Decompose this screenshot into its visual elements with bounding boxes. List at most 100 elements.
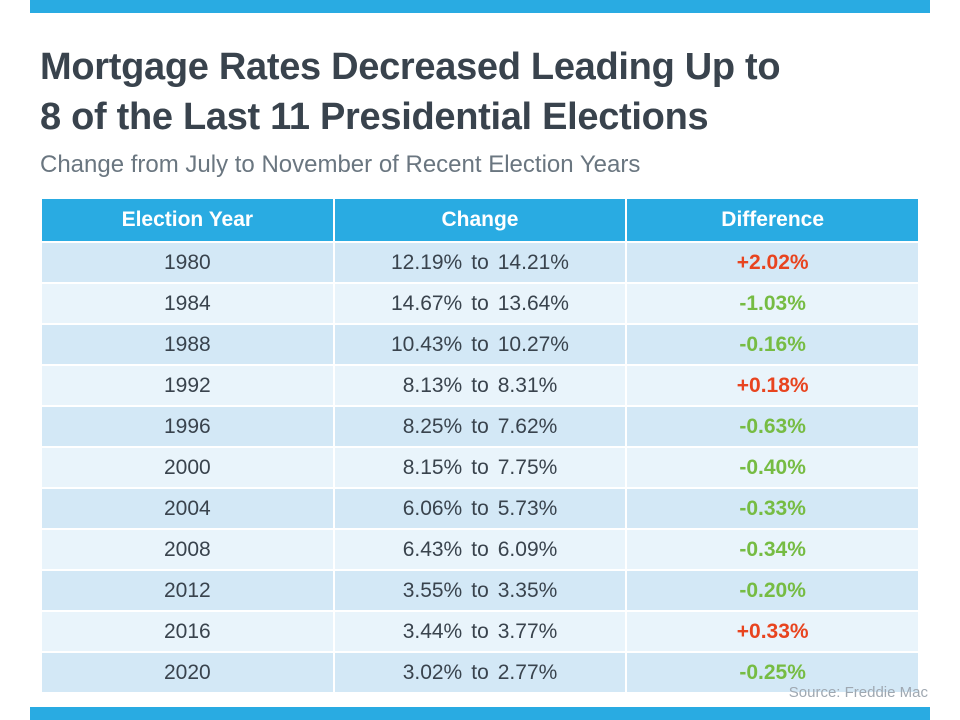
change-cell: 3.44% to 3.77%	[332, 610, 628, 654]
year-cell: 2000	[40, 446, 335, 490]
change-wrap: 3.55% to 3.35%	[341, 579, 620, 603]
change-to-word: to	[471, 332, 489, 356]
diff-cell: -1.03%	[625, 282, 920, 326]
top-accent-bar	[30, 0, 930, 13]
change-to-value: 6.09%	[497, 537, 558, 561]
change-wrap: 8.13% to 8.31%	[341, 374, 620, 398]
page-title: Mortgage Rates Decreased Leading Up to 8…	[40, 42, 920, 142]
change-to-word: to	[471, 455, 489, 479]
change-wrap: 8.15% to 7.75%	[341, 456, 620, 480]
change-cell: 14.67% to 13.64%	[332, 282, 628, 326]
year-cell: 1988	[40, 323, 335, 367]
change-wrap: 6.06% to 5.73%	[341, 497, 620, 521]
change-to-value: 5.73%	[497, 496, 558, 520]
diff-cell: +0.33%	[625, 610, 920, 654]
change-cell: 8.25% to 7.62%	[332, 405, 628, 449]
change-from-value: 14.67%	[391, 291, 463, 315]
change-to-word: to	[471, 373, 489, 397]
year-cell: 2016	[40, 610, 335, 654]
table-row: 1996 8.25% to 7.62% -0.63%	[40, 405, 920, 449]
diff-cell: +2.02%	[625, 241, 920, 285]
change-to-value: 2.77%	[497, 660, 558, 684]
change-to-word: to	[471, 291, 489, 315]
change-to-value: 14.21%	[497, 250, 569, 274]
change-wrap: 8.25% to 7.62%	[341, 415, 620, 439]
rates-table: Election Year Change Difference 1980 12.…	[40, 197, 920, 695]
change-from-value: 8.13%	[402, 373, 463, 397]
table-row: 1988 10.43% to 10.27% -0.16%	[40, 323, 920, 367]
diff-cell: -0.25%	[625, 651, 920, 695]
change-from-value: 6.06%	[402, 496, 463, 520]
page-title-line-1: Mortgage Rates Decreased Leading Up to	[40, 46, 781, 88]
change-cell: 8.15% to 7.75%	[332, 446, 628, 490]
change-to-value: 3.35%	[497, 578, 558, 602]
diff-cell: -0.63%	[625, 405, 920, 449]
change-from-value: 6.43%	[402, 537, 463, 561]
change-to-word: to	[471, 250, 489, 274]
table-row: 2008 6.43% to 6.09% -0.34%	[40, 528, 920, 572]
table-header-row: Election Year Change Difference	[40, 197, 920, 244]
change-from-value: 8.25%	[402, 414, 463, 438]
change-cell: 8.13% to 8.31%	[332, 364, 628, 408]
change-cell: 12.19% to 14.21%	[332, 241, 628, 285]
year-cell: 1996	[40, 405, 335, 449]
table-row: 1992 8.13% to 8.31% +0.18%	[40, 364, 920, 408]
diff-cell: -0.34%	[625, 528, 920, 572]
year-cell: 2012	[40, 569, 335, 613]
change-to-word: to	[471, 619, 489, 643]
table-header: Election Year Change Difference	[40, 197, 920, 244]
diff-cell: -0.20%	[625, 569, 920, 613]
table-row: 1980 12.19% to 14.21% +2.02%	[40, 241, 920, 285]
diff-cell: -0.40%	[625, 446, 920, 490]
page-title-line-2: 8 of the Last 11 Presidential Elections	[40, 96, 709, 139]
change-cell: 3.02% to 2.77%	[332, 651, 628, 695]
change-to-value: 7.75%	[497, 455, 558, 479]
diff-cell: -0.16%	[625, 323, 920, 367]
bottom-accent-bar	[30, 707, 930, 720]
diff-cell: -0.33%	[625, 487, 920, 531]
source-credit: Source: Freddie Mac	[788, 684, 928, 701]
table-row: 2004 6.06% to 5.73% -0.33%	[40, 487, 920, 531]
change-from-value: 3.55%	[402, 578, 463, 602]
change-to-word: to	[471, 660, 489, 684]
change-from-value: 10.43%	[391, 332, 463, 356]
year-cell: 2020	[40, 651, 335, 695]
change-to-value: 10.27%	[497, 332, 569, 356]
table-row: 1984 14.67% to 13.64% -1.03%	[40, 282, 920, 326]
change-from-value: 8.15%	[402, 455, 463, 479]
change-from-value: 12.19%	[391, 250, 463, 274]
change-to-word: to	[471, 496, 489, 520]
change-to-word: to	[471, 537, 489, 561]
table-row: 2020 3.02% to 2.77% -0.25%	[40, 651, 920, 695]
subtitle: Change from July to November of Recent E…	[40, 151, 641, 179]
change-from-value: 3.44%	[402, 619, 463, 643]
year-cell: 1992	[40, 364, 335, 408]
content-area: Mortgage Rates Decreased Leading Up to 8…	[40, 42, 920, 695]
table-row: 2000 8.15% to 7.75% -0.40%	[40, 446, 920, 490]
change-cell: 6.06% to 5.73%	[332, 487, 628, 531]
change-wrap: 14.67% to 13.64%	[341, 292, 620, 316]
change-to-value: 8.31%	[497, 373, 558, 397]
header-cell-difference: Difference	[625, 197, 920, 244]
change-to-value: 3.77%	[497, 619, 558, 643]
change-wrap: 6.43% to 6.09%	[341, 538, 620, 562]
change-to-word: to	[471, 578, 489, 602]
change-wrap: 10.43% to 10.27%	[341, 333, 620, 357]
year-cell: 1984	[40, 282, 335, 326]
change-to-value: 7.62%	[497, 414, 558, 438]
year-cell: 2004	[40, 487, 335, 531]
change-wrap: 3.44% to 3.77%	[341, 620, 620, 644]
change-cell: 3.55% to 3.35%	[332, 569, 628, 613]
year-cell: 2008	[40, 528, 335, 572]
change-to-word: to	[471, 414, 489, 438]
header-cell-election-year: Election Year	[40, 197, 335, 244]
table-body: 1980 12.19% to 14.21% +2.02% 1984 14.67%…	[40, 241, 920, 695]
change-wrap: 3.02% to 2.77%	[341, 661, 620, 685]
change-to-value: 13.64%	[497, 291, 569, 315]
change-wrap: 12.19% to 14.21%	[341, 251, 620, 275]
diff-cell: +0.18%	[625, 364, 920, 408]
change-cell: 10.43% to 10.27%	[332, 323, 628, 367]
table-row: 2016 3.44% to 3.77% +0.33%	[40, 610, 920, 654]
change-cell: 6.43% to 6.09%	[332, 528, 628, 572]
table-row: 2012 3.55% to 3.35% -0.20%	[40, 569, 920, 613]
